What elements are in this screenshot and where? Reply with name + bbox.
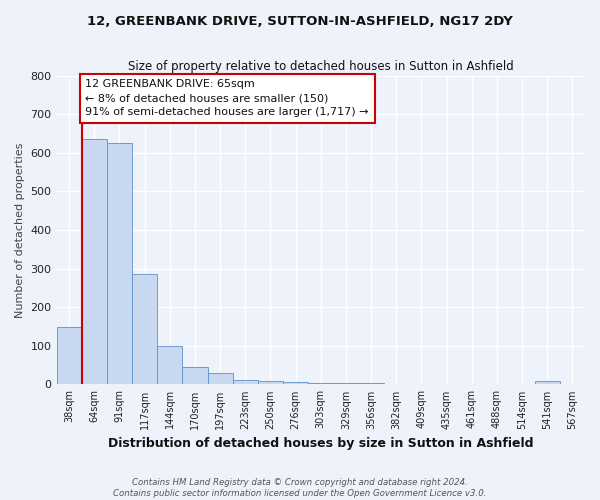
Bar: [308, 382, 334, 384]
Bar: [56, 326, 82, 384]
Bar: [208, 373, 233, 384]
Bar: [132, 274, 157, 384]
Text: 12, GREENBANK DRIVE, SUTTON-IN-ASHFIELD, NG17 2DY: 12, GREENBANK DRIVE, SUTTON-IN-ASHFIELD,…: [87, 15, 513, 28]
Text: Contains HM Land Registry data © Crown copyright and database right 2024.
Contai: Contains HM Land Registry data © Crown c…: [113, 478, 487, 498]
Bar: [334, 382, 359, 384]
Bar: [157, 346, 182, 385]
Bar: [258, 382, 283, 384]
Bar: [182, 367, 208, 384]
Bar: [82, 140, 107, 384]
Bar: [233, 380, 258, 384]
Text: 12 GREENBANK DRIVE: 65sqm
← 8% of detached houses are smaller (150)
91% of semi-: 12 GREENBANK DRIVE: 65sqm ← 8% of detach…: [85, 80, 369, 118]
Bar: [283, 382, 308, 384]
Bar: [535, 382, 560, 384]
Y-axis label: Number of detached properties: Number of detached properties: [15, 142, 25, 318]
Bar: [107, 143, 132, 384]
Title: Size of property relative to detached houses in Sutton in Ashfield: Size of property relative to detached ho…: [128, 60, 514, 73]
X-axis label: Distribution of detached houses by size in Sutton in Ashfield: Distribution of detached houses by size …: [108, 437, 533, 450]
